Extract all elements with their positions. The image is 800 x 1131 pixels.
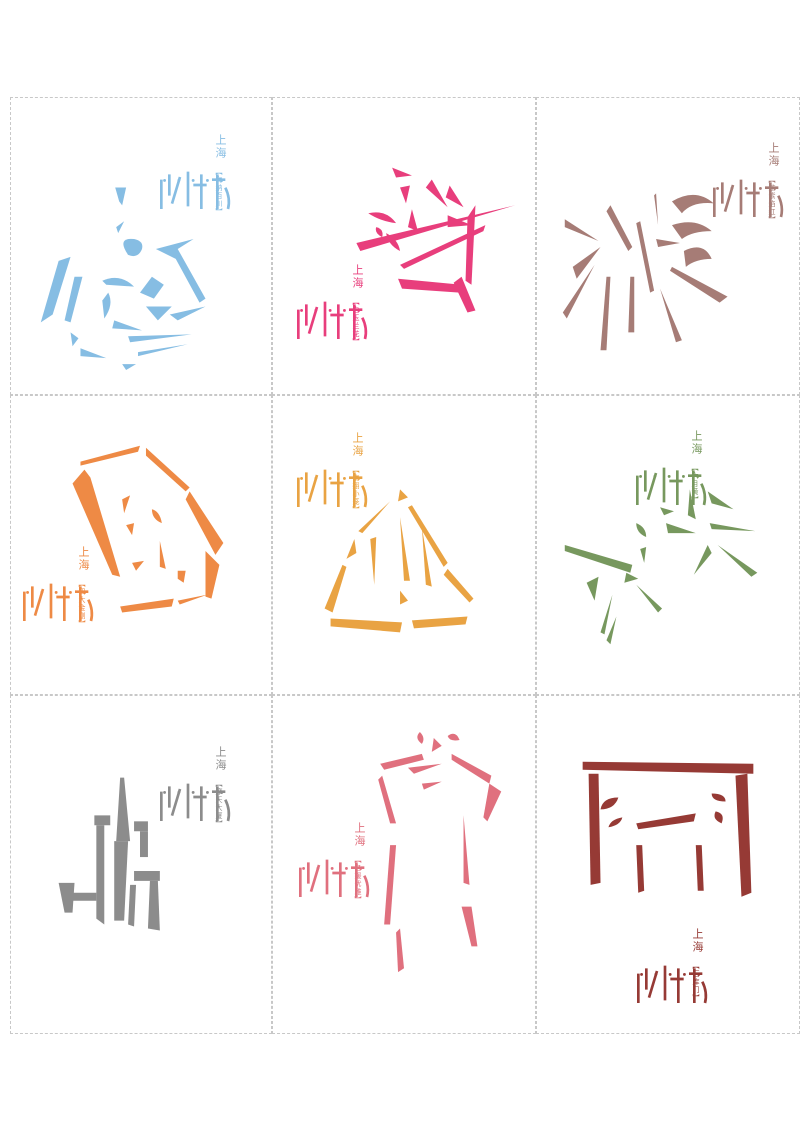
card-shikumen: 上海 【石库门】 [536, 695, 800, 1034]
logo-block: 上海 【白玉兰花】 [293, 264, 373, 374]
logo-block: 上海 【名媛优雅】 [295, 822, 375, 932]
card-dumpling: 上海 【四大金刚】 [10, 395, 272, 695]
card-qipao: 上海 【名媛优雅】 [272, 695, 536, 1034]
burst-icon [562, 193, 728, 351]
mark-icon [713, 179, 784, 218]
mark-icon [636, 467, 707, 506]
subtitle-label: 【六月黄】 [691, 464, 699, 504]
mark-icon [297, 301, 368, 340]
logo-block: 上海 【四大金刚】 [19, 546, 99, 656]
subtitle-label: 【白玉兰花】 [352, 298, 360, 346]
mark-icon [297, 469, 368, 508]
logo-block: 上海 【南翔小笼】 [293, 432, 373, 542]
firework-icon [564, 489, 758, 645]
subtitle-label: 【摩天大厦】 [215, 780, 223, 828]
city-label: 上海 [214, 746, 227, 772]
skyline-icon [58, 777, 160, 931]
city-label: 上海 [351, 264, 364, 290]
logo-block: 上海 【海纳百川】 [156, 134, 236, 244]
subtitle-label: 【海纳百川】 [215, 168, 223, 216]
city-label: 上海 [690, 430, 703, 456]
city-label: 上海 [214, 134, 227, 160]
card-firework: 上海 【六月黄】 [536, 395, 800, 695]
card-burst: 上海 【炫紫焰红】 [536, 97, 800, 395]
mark-icon [637, 965, 708, 1004]
dots-icon [716, 187, 777, 190]
city-label: 上海 [351, 432, 364, 458]
qipao-icon [378, 732, 502, 973]
subtitle-label: 【南翔小笼】 [352, 466, 360, 514]
subtitle-label: 【四大金刚】 [78, 580, 86, 628]
card-shell: 上海 【海纳百川】 [10, 97, 272, 395]
city-label: 上海 [353, 822, 366, 848]
logo-block: 上海 【炫紫焰红】 [709, 142, 789, 252]
mark-icon [160, 171, 231, 210]
subtitle-label: 【石库门】 [692, 962, 700, 1002]
postcard-sheet: 上海 【海纳百川】 [10, 97, 800, 1034]
card-skyline: 上海 【摩天大厦】 [10, 695, 272, 1034]
shikumen-icon [582, 761, 754, 897]
logo-block: 上海 【摩天大厦】 [156, 746, 236, 856]
mark-icon [23, 583, 94, 622]
mark-icon [299, 859, 370, 898]
city-label: 上海 [77, 546, 90, 572]
card-bun: 上海 【南翔小笼】 [272, 395, 536, 695]
card-flower: 上海 【白玉兰花】 [272, 97, 536, 395]
mark-icon [160, 783, 231, 822]
bun-icon [324, 489, 474, 633]
city-label: 上海 [767, 142, 780, 168]
dumpling-icon [72, 445, 224, 613]
subtitle-label: 【炫紫焰红】 [768, 176, 776, 224]
city-label: 上海 [691, 928, 704, 954]
shell-icon [40, 187, 206, 371]
logo-block: 上海 【六月黄】 [632, 430, 712, 540]
logo-block: 上海 【石库门】 [633, 928, 713, 1038]
subtitle-label: 【名媛优雅】 [354, 856, 362, 904]
flower-icon [356, 167, 516, 313]
